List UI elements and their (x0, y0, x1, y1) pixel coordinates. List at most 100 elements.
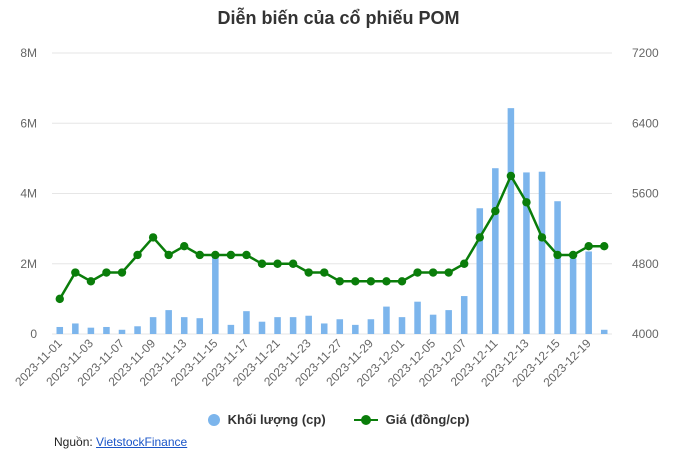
price-point (71, 268, 80, 277)
price-point (164, 250, 173, 260)
price-point (553, 250, 562, 260)
price-point (180, 241, 189, 251)
volume-bar (118, 329, 126, 334)
price-point (382, 277, 391, 286)
price-point (366, 277, 376, 286)
source-link[interactable]: VietstockFinance (96, 435, 188, 449)
volume-bar (445, 310, 452, 334)
volume-bar (600, 329, 608, 334)
volume-bar (383, 306, 390, 334)
volume-bar (523, 172, 530, 334)
y-axis-left-ticks: 0 2M 4M 6M 8M (20, 46, 37, 341)
price-point (460, 259, 469, 268)
gridlines (52, 52, 612, 335)
source-prefix: Nguồn: (54, 435, 97, 449)
volume-bar (258, 321, 266, 334)
legend-item-volume[interactable]: Khối lượng (cp) (207, 412, 326, 427)
y-right-tick-label: 7200 (632, 46, 659, 60)
price-point (288, 259, 298, 268)
volume-bar (569, 258, 577, 334)
volume-bar (134, 326, 141, 334)
price-point (211, 250, 220, 260)
chart-title: Diễn biến của cổ phiếu POM (217, 8, 460, 28)
price-point (242, 250, 251, 260)
volume-bar (305, 315, 312, 334)
y-left-tick-label: 6M (20, 116, 37, 130)
volume-bar (460, 296, 468, 334)
price-point (273, 259, 282, 268)
volume-bar (196, 318, 204, 334)
price-point (600, 241, 609, 251)
volume-bar (274, 317, 281, 334)
volume-bar (56, 326, 64, 334)
volume-bar (352, 324, 359, 334)
y-axis-right-ticks: 4000 4800 5600 6400 7200 (632, 46, 659, 341)
y-left-tick-label: 8M (20, 46, 37, 60)
legend: Khối lượng (cp) Giá (đồng/cp) (0, 412, 677, 427)
price-point (133, 250, 142, 260)
legend-item-price[interactable]: Giá (đồng/cp) (353, 412, 470, 427)
price-point (506, 171, 516, 181)
y-left-tick-label: 2M (20, 257, 37, 271)
legend-label-volume: Khối lượng (cp) (227, 412, 326, 427)
volume-bar (165, 310, 172, 334)
price-point (522, 198, 531, 207)
volume-bar (367, 319, 375, 334)
volume-bar (289, 317, 297, 334)
price-point (444, 268, 453, 277)
volume-bar (149, 317, 157, 334)
volume-bar (492, 168, 499, 334)
price-point (226, 250, 236, 260)
volume-bar (87, 327, 95, 334)
y-right-tick-label: 4000 (632, 327, 659, 341)
price-point (304, 268, 313, 277)
price-point (195, 250, 204, 260)
volume-bar (320, 323, 328, 334)
price-point (257, 259, 267, 268)
price-point (335, 277, 344, 286)
price-point (397, 277, 407, 286)
volume-bar (227, 324, 235, 334)
volume-bar (538, 171, 546, 334)
volume-bars (56, 108, 608, 335)
y-right-tick-label: 4800 (632, 257, 659, 271)
price-point (568, 250, 578, 260)
y-left-tick-label: 4M (20, 187, 37, 201)
y-right-tick-label: 6400 (632, 116, 659, 130)
volume-bar (554, 201, 561, 334)
volume-bar (507, 108, 515, 335)
volume-bar (212, 254, 219, 334)
price-point (320, 268, 329, 277)
y-left-tick-label: 0 (30, 327, 37, 341)
price-swatch-icon (353, 414, 378, 426)
price-point (86, 277, 96, 286)
volume-swatch-icon (207, 413, 220, 426)
price-point (491, 206, 500, 216)
price-point (537, 233, 547, 242)
volume-bar (103, 326, 110, 334)
price-line-path (58, 174, 605, 300)
volume-bar (336, 319, 344, 334)
price-point (148, 233, 158, 242)
volume-bar (243, 311, 250, 334)
price-line (55, 171, 609, 304)
legend-label-price: Giá (đồng/cp) (385, 412, 470, 427)
price-point (413, 268, 422, 277)
price-point (117, 268, 127, 277)
price-point (55, 294, 64, 304)
price-point (428, 268, 438, 277)
volume-bar (180, 317, 188, 334)
price-point (475, 233, 484, 242)
volume-bar (585, 251, 592, 334)
price-point (102, 268, 111, 277)
volume-bar (476, 208, 484, 334)
y-right-tick-label: 5600 (632, 187, 659, 201)
volume-bar (398, 317, 406, 334)
volume-bar (429, 314, 437, 334)
x-axis-ticks: 2023-11-012023-11-032023-11-072023-11-09… (12, 336, 594, 390)
price-point (584, 241, 593, 251)
source-credit: Nguồn: VietstockFinance (54, 435, 187, 449)
price-point (351, 277, 360, 286)
volume-bar (72, 323, 79, 334)
